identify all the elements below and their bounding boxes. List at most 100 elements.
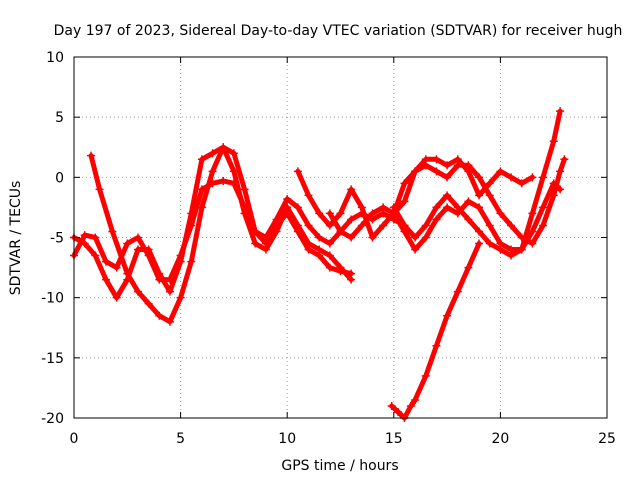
data-point (91, 251, 100, 260)
data-point (197, 203, 206, 212)
data-point (400, 221, 409, 230)
y-tick-label: -15 (41, 351, 64, 367)
data-point (411, 233, 420, 242)
data-point (421, 221, 430, 230)
series-arc-8 (389, 241, 482, 421)
data-point (556, 167, 565, 176)
data-point (108, 227, 117, 236)
data-point (123, 269, 132, 278)
x-tick-label: 20 (491, 431, 509, 447)
data-point (219, 176, 228, 185)
data-point (432, 155, 441, 164)
data-point (304, 191, 313, 200)
grid (74, 57, 607, 418)
data-point (475, 239, 484, 248)
data-point (272, 215, 281, 224)
x-tick-label: 0 (70, 431, 79, 447)
data-point (560, 155, 569, 164)
data-point (112, 263, 121, 272)
data-point (112, 293, 121, 302)
data-point (165, 317, 174, 326)
data-point (165, 287, 174, 296)
data-point (411, 395, 420, 404)
data-point (443, 173, 452, 182)
data-point (283, 194, 292, 203)
data-point (347, 269, 356, 278)
data-point (453, 203, 462, 212)
data-point (155, 275, 164, 284)
data-point (464, 197, 473, 206)
data-point (293, 203, 302, 212)
y-tick-label: 10 (46, 50, 64, 66)
series-arc-3-markers (70, 176, 409, 284)
data-point (400, 179, 409, 188)
data-point (539, 173, 548, 182)
x-axis-label: GPS time / hours (281, 458, 398, 474)
chart-title: Day 197 of 2023, Sidereal Day-to-day VTE… (54, 23, 623, 39)
data-point (411, 245, 420, 254)
y-tick-label: -10 (41, 291, 64, 307)
data-point (219, 143, 228, 152)
data-point (144, 299, 153, 308)
data-point (406, 401, 415, 410)
data-point (387, 401, 396, 410)
series-arc-5-markers (325, 107, 565, 254)
data-point (176, 251, 185, 260)
data-point (87, 151, 96, 160)
data-point (517, 245, 526, 254)
series-arc-6 (391, 156, 567, 246)
data-point (123, 239, 132, 248)
data-point (208, 167, 217, 176)
data-point (101, 275, 110, 284)
data-point (187, 257, 196, 266)
data-point (325, 263, 334, 272)
data-point (325, 209, 334, 218)
data-point (556, 107, 565, 116)
series-arc-8-markers (387, 239, 484, 422)
data-point (325, 239, 334, 248)
data-point (283, 209, 292, 218)
series-arc-3 (71, 178, 407, 283)
y-tick-label: 5 (55, 110, 64, 126)
data-point (336, 227, 345, 236)
data-point (443, 161, 452, 170)
data-point (507, 173, 516, 182)
data-point (240, 203, 249, 212)
data-point (208, 149, 217, 158)
data-point (197, 155, 206, 164)
data-point (539, 221, 548, 230)
data-point (336, 267, 345, 276)
data-point (485, 191, 494, 200)
series-arc-7-markers (389, 179, 565, 260)
data-point (394, 407, 403, 416)
data-point (133, 233, 142, 242)
data-series (70, 107, 569, 422)
data-point (133, 287, 142, 296)
data-point (517, 233, 526, 242)
x-tick-label: 15 (385, 431, 403, 447)
x-tick-label: 25 (598, 431, 616, 447)
x-tick-label: 5 (176, 431, 185, 447)
data-point (368, 209, 377, 218)
data-point (475, 227, 484, 236)
data-point (325, 221, 334, 230)
data-point (432, 203, 441, 212)
data-point (485, 179, 494, 188)
data-point (165, 275, 174, 284)
data-point (80, 231, 89, 240)
y-tick-label: 0 (55, 170, 64, 186)
data-point (304, 221, 313, 230)
data-point (347, 185, 356, 194)
data-point (368, 233, 377, 242)
data-point (453, 287, 462, 296)
data-point (475, 191, 484, 200)
data-point (197, 185, 206, 194)
data-point (443, 311, 452, 320)
data-point (432, 341, 441, 350)
data-point (485, 239, 494, 248)
x-tick-label: 10 (278, 431, 296, 447)
data-point (549, 137, 558, 146)
data-point (421, 233, 430, 242)
data-point (517, 179, 526, 188)
